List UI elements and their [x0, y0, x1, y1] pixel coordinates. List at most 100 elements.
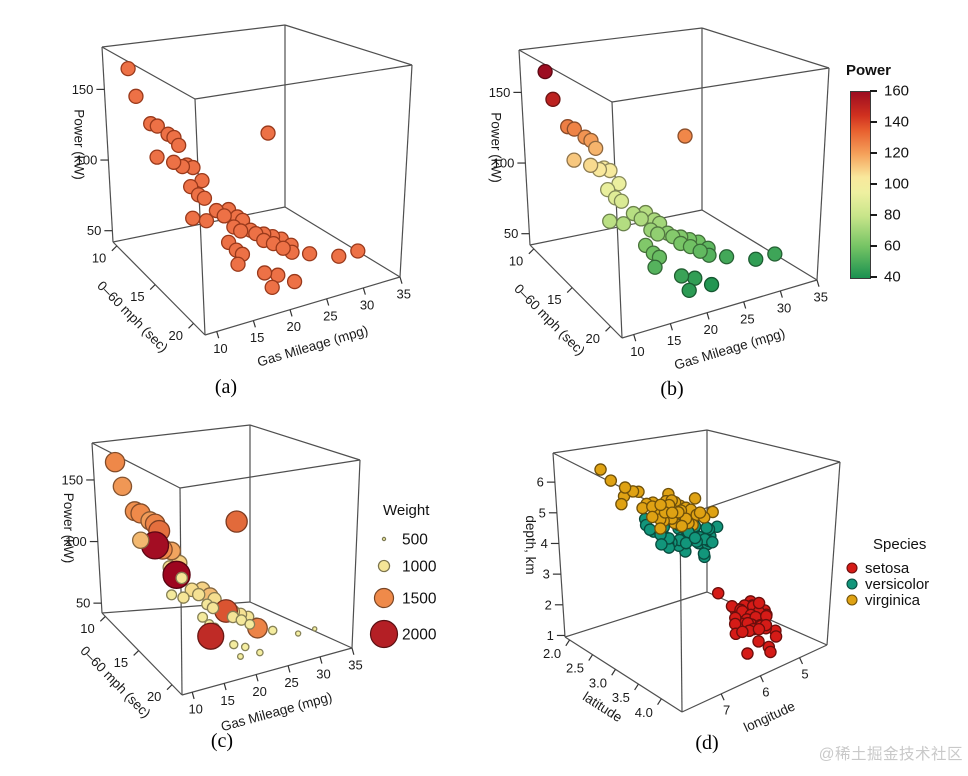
- svg-text:150: 150: [72, 82, 94, 97]
- data-point: [197, 622, 225, 650]
- data-point: [294, 630, 302, 637]
- svg-text:10: 10: [188, 702, 202, 717]
- colorbar-tick: [870, 152, 877, 154]
- svg-text:Power (kW): Power (kW): [61, 493, 76, 564]
- svg-text:100: 100: [65, 534, 87, 549]
- power-colorbar: [850, 91, 871, 279]
- colorbar-tick: [870, 121, 877, 123]
- weight-legend-title: Weight: [383, 502, 430, 519]
- svg-text:20: 20: [169, 328, 183, 343]
- svg-text:15: 15: [547, 292, 561, 307]
- data-point: [256, 648, 264, 657]
- colorbar-tick-label: 60: [884, 237, 901, 255]
- svg-text:6: 6: [537, 475, 544, 490]
- data-point: [673, 268, 690, 284]
- data-point: [633, 211, 649, 227]
- svg-text:25: 25: [323, 308, 337, 323]
- svg-text:longitude: longitude: [741, 698, 797, 735]
- data-point: [149, 149, 165, 165]
- data-point: [615, 497, 628, 511]
- species-legend-dot-versicolor: [846, 578, 858, 590]
- svg-text:5: 5: [539, 505, 546, 520]
- species-legend-dot-virginica: [846, 594, 858, 606]
- data-point: [764, 645, 777, 659]
- data-point: [267, 625, 278, 636]
- data-point: [615, 216, 632, 232]
- panel-c-points: [104, 451, 318, 660]
- data-point: [256, 265, 273, 281]
- svg-text:150: 150: [61, 472, 83, 487]
- data-point: [175, 571, 189, 585]
- svg-text:35: 35: [348, 658, 362, 673]
- data-point: [613, 193, 630, 209]
- data-point: [120, 60, 136, 77]
- svg-text:20: 20: [287, 319, 301, 334]
- data-point: [643, 523, 657, 536]
- data-point: [165, 154, 182, 170]
- data-point: [688, 492, 702, 505]
- caption-b: (b): [660, 378, 684, 400]
- colorbar-tick-label: 80: [884, 206, 901, 224]
- svg-text:15: 15: [220, 693, 234, 708]
- data-point: [767, 246, 783, 262]
- svg-text:20: 20: [586, 331, 600, 346]
- data-point: [736, 625, 749, 639]
- data-point: [752, 635, 765, 648]
- svg-text:35: 35: [813, 289, 827, 304]
- data-point: [149, 118, 165, 134]
- data-point: [537, 63, 553, 80]
- colorbar-tick-label: 120: [884, 144, 910, 162]
- data-point: [192, 587, 206, 602]
- data-point: [264, 279, 280, 296]
- panel-d-points: [594, 463, 783, 660]
- data-point: [566, 121, 582, 137]
- svg-text:25: 25: [740, 311, 754, 326]
- svg-text:4: 4: [541, 536, 548, 551]
- panel-b-cube: [518, 27, 830, 339]
- data-point: [236, 652, 244, 660]
- weight-legend-label: 500: [402, 532, 428, 549]
- svg-text:5: 5: [801, 666, 808, 681]
- data-point: [235, 614, 248, 626]
- data-point: [752, 596, 766, 610]
- svg-text:15: 15: [130, 289, 144, 304]
- svg-text:Gas Mileage (mpg): Gas Mileage (mpg): [672, 325, 786, 372]
- weight-legend-dot: [369, 619, 399, 649]
- caption-a: (a): [214, 376, 238, 398]
- species-legend-label-versicolor: versicolor: [865, 576, 929, 593]
- data-point: [171, 137, 187, 153]
- data-point: [646, 510, 659, 524]
- data-point: [706, 536, 719, 549]
- colorbar-tick-label: 100: [884, 175, 910, 193]
- data-point: [665, 506, 679, 519]
- svg-text:20: 20: [252, 684, 266, 699]
- colorbar-tick: [870, 245, 877, 247]
- svg-text:Gas Mileage (mpg): Gas Mileage (mpg): [219, 689, 334, 734]
- data-point: [588, 140, 604, 156]
- svg-text:15: 15: [250, 330, 264, 345]
- data-point: [230, 256, 246, 272]
- data-point: [206, 601, 220, 615]
- svg-text:Power (kW): Power (kW): [489, 112, 504, 183]
- data-point: [697, 547, 711, 560]
- svg-text:15: 15: [667, 333, 681, 348]
- svg-text:1: 1: [547, 628, 554, 643]
- species-legend-title: Species: [873, 536, 927, 553]
- power-legend-title: Power: [846, 62, 892, 79]
- data-point: [647, 259, 663, 275]
- svg-text:25: 25: [284, 675, 298, 690]
- svg-text:150: 150: [489, 85, 511, 100]
- colorbar-tick: [870, 214, 877, 216]
- caption-c: (c): [210, 730, 234, 752]
- data-point: [700, 521, 713, 535]
- data-point: [618, 481, 632, 494]
- data-point: [681, 282, 697, 299]
- svg-text:3.5: 3.5: [612, 690, 630, 705]
- weight-legend-dot: [381, 536, 387, 542]
- data-point: [677, 128, 693, 144]
- data-point: [196, 190, 213, 206]
- colorbar-tick: [870, 183, 877, 185]
